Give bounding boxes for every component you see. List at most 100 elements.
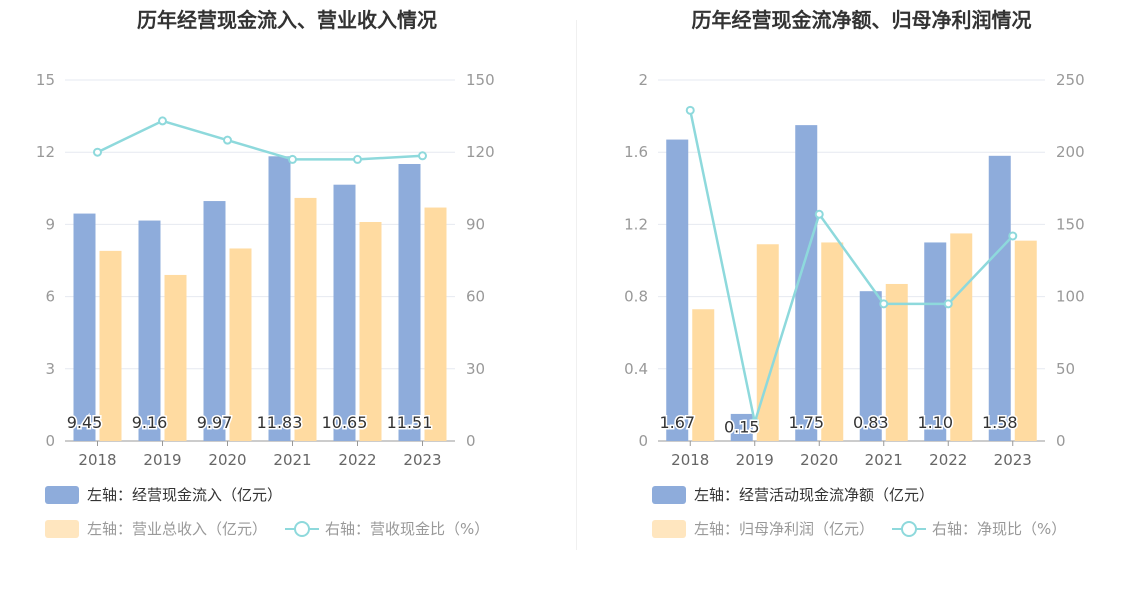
y-left-tick-label: 0.8 <box>624 288 648 306</box>
bar-data-label: 11.51 <box>387 413 433 432</box>
line-point <box>158 116 167 126</box>
legend-item-cash-inflow[interactable]: 左轴：经营现金流入（亿元） <box>45 484 282 505</box>
bar-secondary <box>359 221 382 441</box>
bar-primary <box>730 413 753 441</box>
x-tick-label: 2020 <box>208 451 246 469</box>
bar-primary <box>795 125 818 441</box>
x-tick-label: 2019 <box>143 451 181 469</box>
legend-item-ratio[interactable]: 右轴：营收现金比（%） <box>285 518 489 539</box>
y-left-tick-label: 1.6 <box>624 143 648 161</box>
y-left-tick-label: 6 <box>45 288 55 306</box>
ratio-line <box>689 110 1014 423</box>
y-left-tick-label: 2 <box>638 71 648 89</box>
y-left-tick-label: 12 <box>36 143 55 161</box>
legend-label: 左轴：营业总收入（亿元） <box>87 520 268 538</box>
legend-item-net-cash[interactable]: 左轴：经营活动现金流净额（亿元） <box>652 484 934 505</box>
x-tick-label: 2023 <box>994 451 1032 469</box>
ratio-line <box>96 119 423 161</box>
y-left-tick-label: 3 <box>45 360 55 378</box>
y-right-tick-label: 0 <box>1056 432 1066 450</box>
x-tick-label: 2018 <box>671 451 709 469</box>
x-tick-label: 2018 <box>78 451 116 469</box>
bar-primary <box>73 213 96 441</box>
line-point <box>750 417 760 427</box>
bar-secondary <box>424 207 447 441</box>
line-point <box>1008 231 1018 241</box>
line-point <box>353 154 362 164</box>
y-right-tick-label: 120 <box>466 143 495 161</box>
bar-data-label: 1.58 <box>982 413 1018 432</box>
bar-secondary <box>692 309 715 441</box>
chart-title: 历年经营现金流入、营业收入情况 <box>137 8 437 32</box>
y-right-tick-label: 90 <box>466 215 485 233</box>
chart-panel-net-cash-profit: 历年经营现金流净额、归母净利润情况 0 0 0.4 50 0.8 100 1.2 150 1.6… <box>575 0 1148 589</box>
line-point <box>418 151 427 161</box>
bar-primary <box>666 139 689 441</box>
legend-label: 左轴：归母净利润（亿元） <box>694 520 875 538</box>
bar-secondary <box>821 242 844 441</box>
y-right-tick-label: 250 <box>1056 71 1085 89</box>
bar-secondary <box>885 283 908 441</box>
legend-row: 左轴：经营活动现金流净额（亿元） <box>652 484 952 505</box>
bar-secondary <box>164 274 187 441</box>
panel-divider <box>576 20 577 550</box>
bar-secondary <box>294 197 317 441</box>
bar-data-label: 1.75 <box>788 413 824 432</box>
line-point <box>814 209 824 219</box>
y-right-tick-label: 30 <box>466 360 485 378</box>
bar-primary <box>398 163 421 441</box>
bar-secondary <box>99 250 122 441</box>
bar-data-label: 9.45 <box>67 413 103 432</box>
line-point <box>943 299 953 309</box>
bar-data-label: 1.67 <box>659 413 695 432</box>
y-right-tick-label: 0 <box>466 432 476 450</box>
bar-data-label: 1.10 <box>917 413 953 432</box>
y-right-tick-label: 100 <box>1056 288 1085 306</box>
bar-secondary <box>756 244 779 441</box>
y-right-tick-label: 200 <box>1056 143 1085 161</box>
bar-data-label: 9.97 <box>197 413 233 432</box>
legend-label: 右轴：营收现金比（%） <box>325 520 490 538</box>
y-left-tick-label: 15 <box>36 71 55 89</box>
legend-line-circle-icon <box>285 520 320 538</box>
legend-item-net-profit[interactable]: 左轴：归母净利润（亿元） <box>652 518 874 539</box>
y-left-tick-label: 0 <box>45 432 55 450</box>
bar-primary <box>268 156 291 442</box>
bar-primary <box>988 155 1011 441</box>
legend-label: 左轴：经营活动现金流净额（亿元） <box>694 486 935 504</box>
legend-row: 左轴：归母净利润（亿元） 右轴：净现比（%） <box>652 518 1084 539</box>
x-tick-label: 2020 <box>800 451 838 469</box>
line-point <box>685 105 695 115</box>
bar-data-label: 11.83 <box>257 413 303 432</box>
bar-primary <box>203 201 226 441</box>
bar-primary <box>859 291 882 441</box>
bar-secondary <box>1014 240 1037 441</box>
legend-label: 左轴：经营现金流入（亿元） <box>87 486 283 504</box>
line-point <box>93 147 102 157</box>
chart-canvas: 0 0 0.4 50 0.8 100 1.2 150 1.6 200 2 250 2018 2019 202… <box>624 71 1085 469</box>
legend-swatch-bar-orange <box>45 519 79 538</box>
bar-secondary <box>950 233 973 441</box>
legend-item-revenue[interactable]: 左轴：营业总收入（亿元） <box>45 518 267 539</box>
y-left-tick-label: 1.2 <box>624 215 648 233</box>
bar-primary <box>924 242 947 441</box>
bar-data-label: 9.16 <box>132 413 168 432</box>
chart-title: 历年经营现金流净额、归母净利润情况 <box>691 8 1032 32</box>
legend-row: 左轴：经营现金流入（亿元） <box>45 484 300 505</box>
line-point <box>879 299 889 309</box>
y-right-tick-label: 150 <box>466 71 495 89</box>
y-right-tick-label: 50 <box>1056 360 1075 378</box>
x-tick-label: 2022 <box>929 451 967 469</box>
legend-label: 右轴：净现比（%） <box>932 520 1067 538</box>
bar-data-label: 10.65 <box>322 413 368 432</box>
bar-primary <box>333 184 356 441</box>
chart-canvas: 0 0 3 30 6 60 9 90 12 120 15 150 2018 2019 2020 2021 202… <box>36 71 495 469</box>
line-point <box>288 154 297 164</box>
x-tick-label: 2023 <box>403 451 441 469</box>
y-right-tick-label: 60 <box>466 288 485 306</box>
bar-secondary <box>229 248 252 441</box>
x-tick-label: 2021 <box>273 451 311 469</box>
x-tick-label: 2019 <box>736 451 774 469</box>
legend-item-cash-ratio[interactable]: 右轴：净现比（%） <box>892 518 1066 539</box>
y-left-tick-label: 0 <box>638 432 648 450</box>
